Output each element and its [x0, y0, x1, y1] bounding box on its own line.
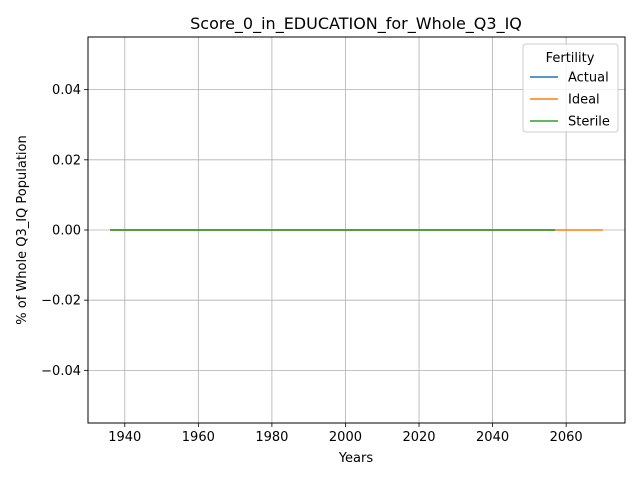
x-axis: 1940 1960 1980 2000 2020 2040 2060	[108, 423, 583, 445]
x-tick-label: 1940	[108, 430, 141, 445]
x-tick-label: 2000	[329, 430, 362, 445]
x-tick-label: 2020	[402, 430, 435, 445]
x-tick-label: 2040	[476, 430, 509, 445]
legend-label-actual: Actual	[568, 71, 609, 86]
y-tick-label: −0.04	[41, 364, 81, 379]
y-tick-label: −0.02	[41, 294, 81, 309]
x-tick-label: 1980	[255, 430, 288, 445]
x-axis-label: Years	[338, 451, 374, 466]
legend-label-ideal: Ideal	[568, 93, 600, 108]
y-axis: −0.04 −0.02 0.00 0.02 0.04	[41, 83, 88, 379]
y-tick-label: 0.04	[52, 83, 81, 98]
x-tick-label: 2060	[550, 430, 583, 445]
y-tick-label: 0.00	[52, 224, 81, 239]
legend-label-sterile: Sterile	[568, 115, 610, 130]
y-axis-label: % of Whole Q3_IQ Population	[15, 135, 30, 324]
legend-title: Fertility	[546, 51, 595, 66]
y-tick-label: 0.02	[52, 153, 81, 168]
chart-title: Score_0_in_EDUCATION_for_Whole_Q3_IQ	[190, 14, 522, 34]
x-tick-label: 1960	[182, 430, 215, 445]
legend: Fertility Actual Ideal Sterile	[522, 43, 619, 133]
legend-box	[522, 43, 619, 133]
